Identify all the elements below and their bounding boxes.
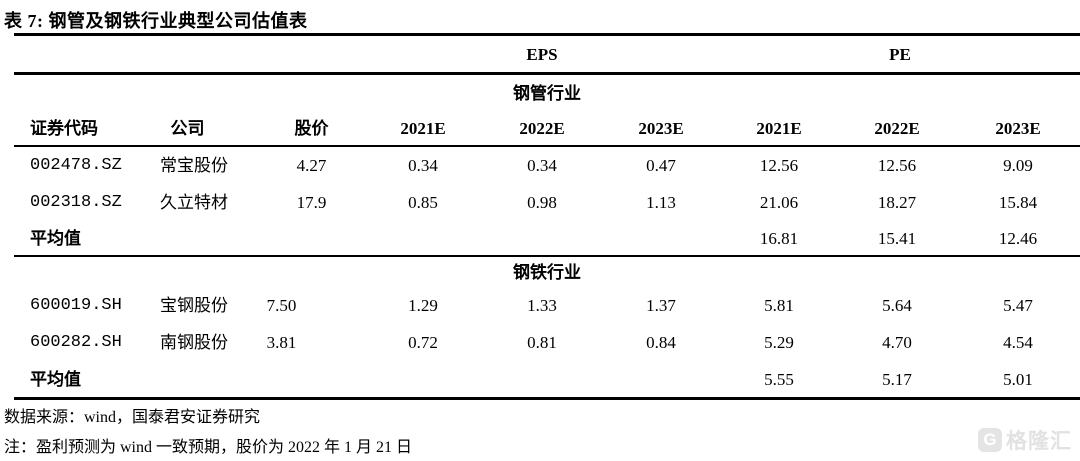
cell-pe-2023e: 15.84 bbox=[998, 193, 1038, 212]
section-header-row: 钢管行业 bbox=[14, 74, 1080, 112]
cell-price: 4.27 bbox=[296, 156, 327, 175]
cell-avg-pe-2022e: 15.41 bbox=[838, 221, 957, 257]
cell-eps-2023e: 0.84 bbox=[646, 333, 676, 352]
cell-pe-2021e: 12.56 bbox=[759, 156, 799, 175]
cell-company: 久立特材 bbox=[160, 193, 228, 212]
section-title-steel: 钢铁行业 bbox=[513, 262, 582, 282]
group-header-row: EPS PE bbox=[14, 34, 1080, 75]
average-row: 平均值 16.81 15.41 12.46 bbox=[14, 221, 1080, 257]
table-row: 002478.SZ 常宝股份 4.27 0.34 0.34 0.47 12.56… bbox=[14, 146, 1080, 184]
cell-pe-2022e: 5.64 bbox=[882, 296, 912, 315]
table-footer: 数据来源：wind，国泰君安证券研究 注：盈利预测为 wind 一致预期，股价为… bbox=[4, 408, 1080, 458]
cell-pe-2022e: 4.70 bbox=[882, 333, 912, 352]
watermark-text: 格隆汇 bbox=[1006, 430, 1072, 453]
cell-pe-2021e: 5.29 bbox=[764, 333, 794, 352]
cell-pe-2021e: 5.81 bbox=[764, 296, 794, 315]
average-row: 平均值 5.55 5.17 5.01 bbox=[14, 361, 1080, 400]
cell-avg-pe-2023e: 12.46 bbox=[956, 221, 1080, 257]
cell-code: 600019.SH bbox=[30, 296, 122, 315]
table-title: 表 7: 钢管及钢铁行业典型公司估值表 bbox=[4, 11, 308, 31]
cell-eps-2022e: 0.98 bbox=[527, 193, 557, 212]
cell-eps-2022e: 0.34 bbox=[527, 156, 557, 175]
cell-pe-2022e: 18.27 bbox=[877, 193, 917, 212]
cell-avg-pe-2023e: 5.01 bbox=[956, 361, 1080, 400]
col-header-pe-2022e: 2022E bbox=[838, 111, 957, 147]
section-title-steel-pipe: 钢管行业 bbox=[513, 83, 582, 103]
cell-price: 7.50 bbox=[266, 296, 297, 315]
cell-eps-2022e: 1.33 bbox=[527, 296, 557, 315]
cell-company: 宝钢股份 bbox=[160, 296, 228, 315]
cell-code: 600282.SH bbox=[30, 333, 122, 352]
cell-eps-2021e: 0.72 bbox=[408, 333, 438, 352]
col-header-eps-2023e: 2023E bbox=[602, 111, 721, 147]
cell-pe-2023e: 4.54 bbox=[1003, 333, 1033, 352]
table-row: 600019.SH 宝钢股份 7.50 1.29 1.33 1.37 5.81 … bbox=[14, 287, 1080, 324]
cell-pe-2023e: 9.09 bbox=[1003, 156, 1033, 175]
forecast-note: 注：盈利预测为 wind 一致预期，股价为 2022 年 1 月 21 日 bbox=[4, 439, 413, 456]
col-header-code: 证券代码 bbox=[14, 111, 144, 147]
cell-avg-pe-2021e: 5.55 bbox=[720, 361, 839, 400]
column-header-row: 证券代码 公司 股价 2021E 2022E 2023E 2021E 2022E… bbox=[14, 111, 1080, 147]
table-row: 600282.SH 南钢股份 3.81 0.72 0.81 0.84 5.29 … bbox=[14, 324, 1080, 361]
col-header-pe-2021e: 2021E bbox=[720, 111, 839, 147]
cell-eps-2021e: 0.85 bbox=[408, 193, 438, 212]
cell-avg-pe-2022e: 5.17 bbox=[838, 361, 957, 400]
cell-code: 002318.SZ bbox=[30, 193, 122, 212]
cell-eps-2021e: 1.29 bbox=[408, 296, 438, 315]
col-header-pe-2023e: 2023E bbox=[956, 111, 1080, 147]
section-header-row: 钢铁行业 bbox=[14, 256, 1080, 287]
group-header-spacer bbox=[14, 34, 364, 75]
cell-company: 常宝股份 bbox=[160, 156, 228, 175]
group-header-eps: EPS bbox=[364, 34, 721, 75]
valuation-table: EPS PE 钢管行业 证券代码 公司 股价 2021E 2022E 2023E… bbox=[14, 33, 1080, 400]
watermark-gelonghui: G 格隆汇 bbox=[978, 425, 1072, 455]
group-header-pe: PE bbox=[720, 34, 1080, 75]
cell-pe-2022e: 12.56 bbox=[877, 156, 917, 175]
col-header-company: 公司 bbox=[144, 111, 259, 147]
average-label: 平均值 bbox=[14, 361, 364, 400]
gelonghui-logo-icon: G bbox=[978, 428, 1002, 452]
average-label: 平均值 bbox=[14, 221, 364, 257]
cell-company: 南钢股份 bbox=[160, 333, 228, 352]
cell-eps-2023e: 1.13 bbox=[646, 193, 676, 212]
cell-eps-2023e: 0.47 bbox=[646, 156, 676, 175]
cell-pe-2023e: 5.47 bbox=[1003, 296, 1033, 315]
cell-price: 3.81 bbox=[266, 333, 297, 352]
cell-eps-2023e: 1.37 bbox=[646, 296, 676, 315]
col-header-eps-2021e: 2021E bbox=[364, 111, 482, 147]
table-row: 002318.SZ 久立特材 17.9 0.85 0.98 1.13 21.06… bbox=[14, 184, 1080, 221]
cell-price: 17.9 bbox=[296, 193, 327, 212]
col-header-price: 股价 bbox=[259, 111, 364, 147]
cell-avg-pe-2021e: 16.81 bbox=[720, 221, 839, 257]
cell-code: 002478.SZ bbox=[30, 156, 122, 175]
cell-eps-2021e: 0.34 bbox=[408, 156, 438, 175]
col-header-eps-2022e: 2022E bbox=[482, 111, 602, 147]
cell-eps-2022e: 0.81 bbox=[527, 333, 557, 352]
data-source-note: 数据来源：wind，国泰君安证券研究 bbox=[4, 409, 261, 426]
cell-pe-2021e: 21.06 bbox=[759, 193, 799, 212]
